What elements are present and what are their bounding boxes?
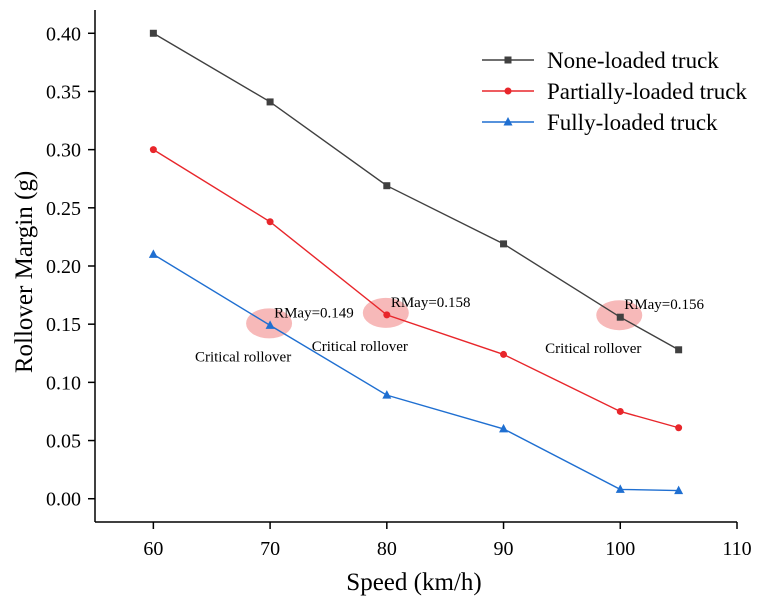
annotation-label: RMay=0.149 [274,305,354,321]
y-tick-label: 0.35 [46,81,81,103]
x-tick-label: 80 [377,538,397,560]
data-point-square [616,313,624,321]
data-point-circle [616,407,624,415]
x-axis-title: Speed (km/h) [346,569,481,596]
y-tick-label: 0.00 [46,489,81,511]
data-point-triangle [382,390,392,399]
data-point-circle [675,424,683,432]
legend: None-loaded truck Partially-loaded truck F… [482,48,747,135]
data-point-square [504,56,512,64]
data-point-triangle [615,484,625,493]
x-tick-label: 70 [260,538,280,560]
series-group [148,29,684,495]
y-tick-label: 0.30 [46,140,81,162]
data-point-circle [504,87,512,95]
series-partially-loaded-truck [149,146,683,432]
series-line [152,149,679,429]
data-point-circle [149,146,157,154]
data-point-circle [500,350,508,358]
data-point-triangle [265,320,275,329]
legend-label: Partially-loaded truck [547,79,747,104]
y-tick-label: 0.40 [46,23,81,45]
series-line [152,253,679,492]
axes: 60 70 80 90 100 110 0.00 0.05 0.10 0.15 0.20 0.25 0.… [46,10,752,560]
data-point-square [383,182,391,190]
y-tick-label: 0.25 [46,198,81,220]
x-tick-label: 110 [722,538,751,560]
data-point-square [266,98,274,106]
annotation-label: RMay=0.158 [391,295,471,311]
annotation-note: Critical rollover [545,341,641,357]
x-tick-label: 60 [143,538,163,560]
series-line [153,32,679,351]
y-tick-label: 0.20 [46,256,81,278]
series-fully-loaded-truck [148,249,684,495]
x-tick-label: 90 [494,538,514,560]
data-point-triangle [674,485,684,495]
data-point-square [500,240,508,248]
legend-label: None-loaded truck [547,48,719,73]
series-none-loaded-truck [149,29,683,354]
data-point-triangle [148,249,158,258]
data-point-triangle [499,423,509,433]
y-tick-label: 0.15 [46,314,81,336]
data-point-square [149,29,157,37]
data-point-circle [383,311,391,319]
data-point-square [675,346,683,354]
annotation-label: RMay=0.156 [624,297,704,313]
y-tick-label: 0.05 [46,431,81,453]
data-point-circle [266,218,274,226]
annotations: RMay=0.149 Critical rollover RMay=0.158 Cri… [195,295,705,365]
data-point-triangle [503,117,513,126]
y-axis-title: Rollover Margin (g) [11,171,38,373]
annotation-note: Critical rollover [195,349,291,365]
legend-label: Fully-loaded truck [547,110,718,135]
annotation-note: Critical rollover [312,339,408,355]
y-tick-label: 0.10 [46,372,81,394]
x-tick-label: 100 [605,538,635,560]
